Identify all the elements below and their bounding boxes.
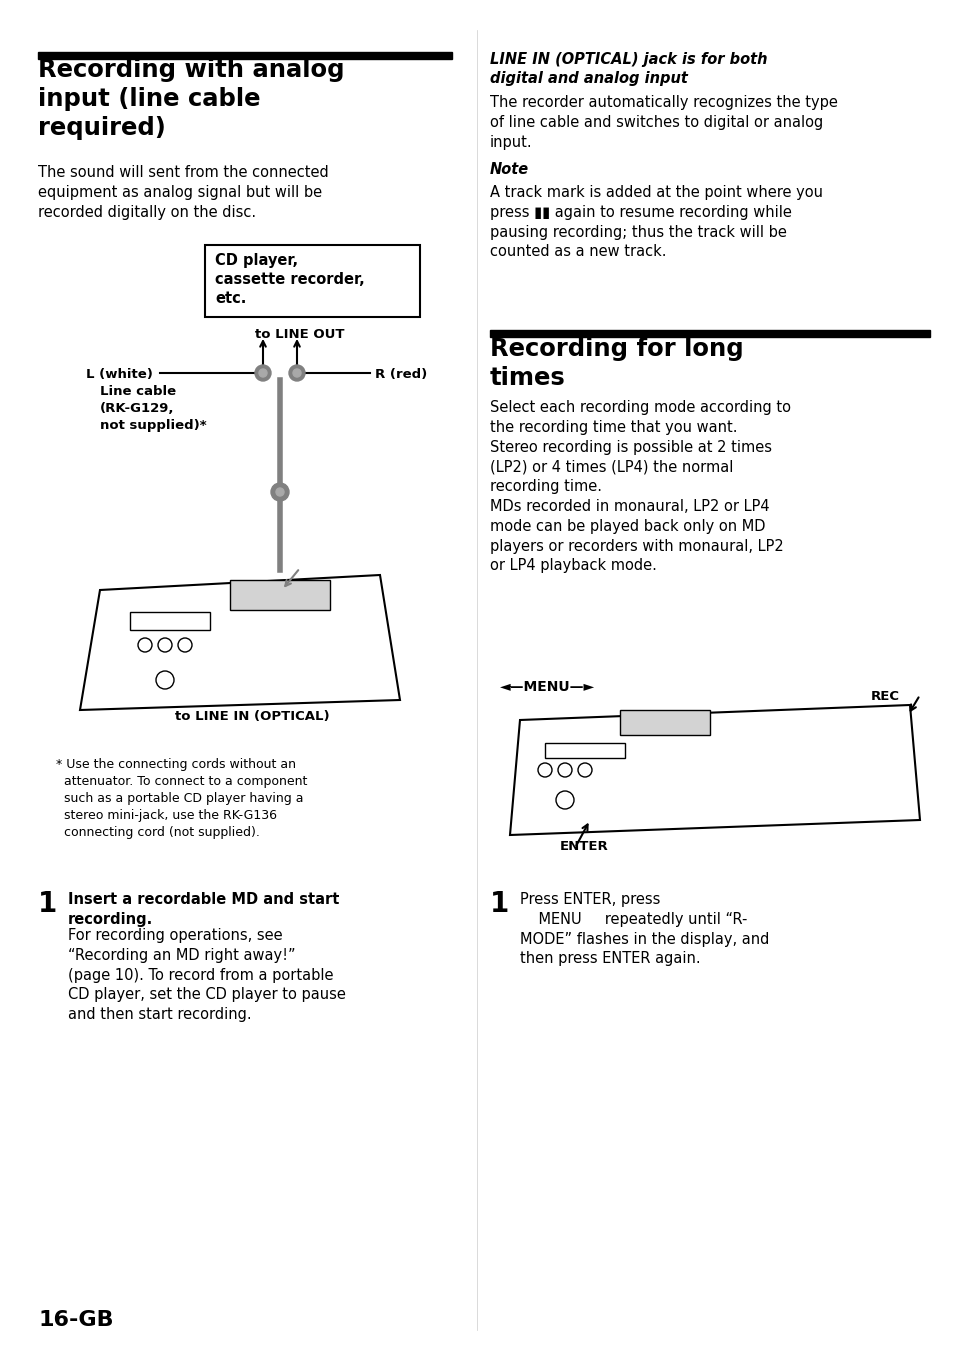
Text: Insert a recordable MD and start
recording.: Insert a recordable MD and start recordi…	[68, 892, 339, 927]
Bar	[130, 612, 210, 630]
Bar	[544, 744, 624, 759]
Text: The recorder automatically recognizes the type
of line cable and switches to dig: The recorder automatically recognizes th…	[490, 95, 837, 149]
Bar	[619, 710, 709, 735]
Bar	[490, 330, 929, 337]
Circle shape	[258, 369, 267, 377]
Text: Select each recording mode according to
the recording time that you want.
Stereo: Select each recording mode according to …	[490, 400, 790, 574]
Circle shape	[556, 791, 574, 809]
Circle shape	[289, 365, 305, 381]
Circle shape	[558, 763, 572, 778]
Circle shape	[178, 638, 192, 651]
Bar	[230, 579, 330, 611]
Text: REC: REC	[870, 689, 899, 703]
Circle shape	[578, 763, 592, 778]
Circle shape	[537, 763, 552, 778]
Text: R (red): R (red)	[375, 368, 427, 381]
Text: CD player,
cassette recorder,
etc.: CD player, cassette recorder, etc.	[214, 252, 364, 307]
Polygon shape	[510, 706, 919, 835]
Text: LINE IN (OPTICAL) jack is for both
digital and analog input: LINE IN (OPTICAL) jack is for both digit…	[490, 52, 767, 87]
Circle shape	[138, 638, 152, 651]
Text: ENTER: ENTER	[559, 840, 608, 854]
Text: to LINE IN (OPTICAL): to LINE IN (OPTICAL)	[174, 710, 330, 723]
Text: A track mark is added at the point where you
press ▮▮ again to resume recording : A track mark is added at the point where…	[490, 185, 822, 259]
Text: 1: 1	[490, 890, 509, 917]
Text: Recording for long
times: Recording for long times	[490, 337, 742, 389]
Circle shape	[254, 365, 271, 381]
Text: ◄—MENU—►: ◄—MENU—►	[499, 680, 595, 693]
Polygon shape	[80, 575, 399, 710]
Text: For recording operations, see
“Recording an MD right away!”
(page 10). To record: For recording operations, see “Recording…	[68, 928, 346, 1022]
Circle shape	[271, 483, 289, 501]
Bar	[38, 52, 452, 58]
Text: Note: Note	[490, 161, 529, 176]
Text: Line cable
(RK-G129,
not supplied)*: Line cable (RK-G129, not supplied)*	[100, 385, 207, 432]
Circle shape	[156, 670, 173, 689]
Text: The sound will sent from the connected
equipment as analog signal but will be
re: The sound will sent from the connected e…	[38, 166, 329, 220]
Text: Recording with analog
input (line cable
required): Recording with analog input (line cable …	[38, 58, 344, 140]
Text: * Use the connecting cords without an
  attenuator. To connect to a component
  : * Use the connecting cords without an at…	[56, 759, 307, 839]
Text: 1: 1	[38, 890, 57, 917]
Circle shape	[158, 638, 172, 651]
Text: to LINE OUT: to LINE OUT	[254, 328, 344, 341]
Text: 16-GB: 16-GB	[38, 1310, 113, 1330]
Text: Press ENTER, press
    MENU     repeatedly until “R-
MODE” flashes in the displa: Press ENTER, press MENU repeatedly until…	[519, 892, 768, 966]
Circle shape	[293, 369, 301, 377]
Text: L (white): L (white)	[86, 368, 152, 381]
Circle shape	[275, 489, 284, 497]
Bar	[205, 246, 419, 318]
